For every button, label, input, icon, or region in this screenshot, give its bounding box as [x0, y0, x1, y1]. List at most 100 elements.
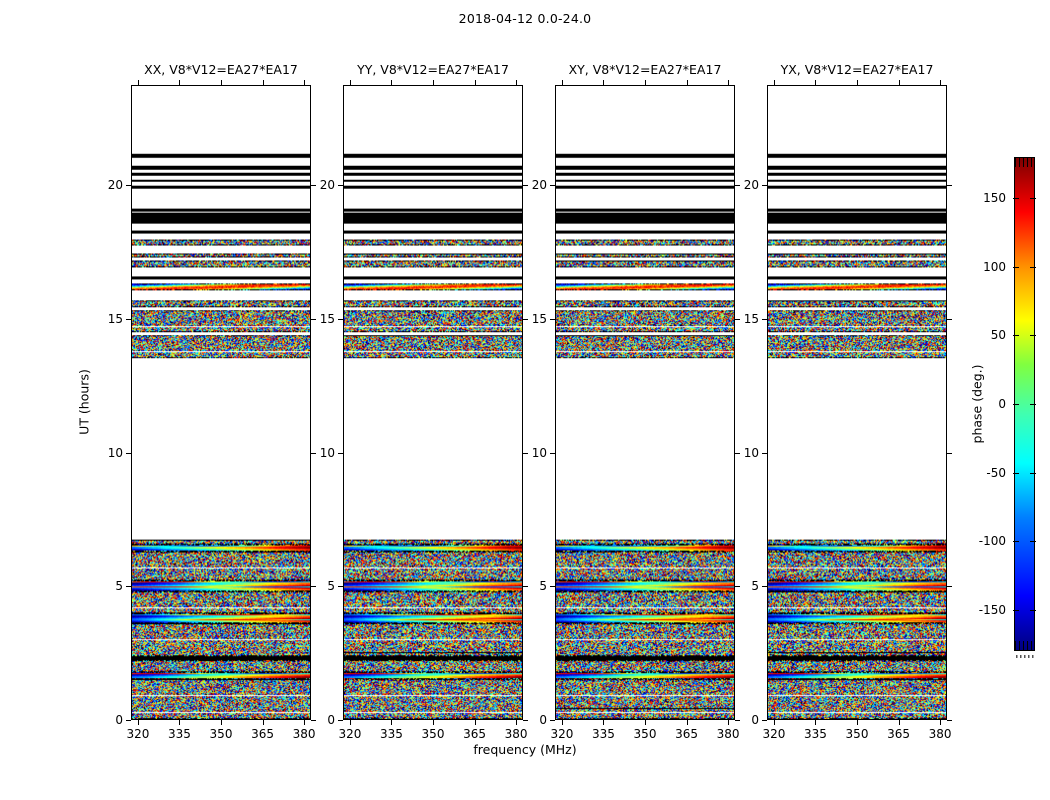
colorbar-tick [1030, 404, 1036, 405]
x-tick [773, 720, 775, 725]
waterfall-image-xx [132, 86, 310, 719]
x-tick-label: 350 [845, 727, 869, 741]
y-tick-label: 10 [743, 445, 759, 460]
y-tick-label: 15 [743, 311, 759, 326]
panel-title-xy: XY, V8*V12=EA27*EA17 [568, 62, 722, 77]
x-tick-label: 365 [251, 727, 274, 741]
y-tick [338, 720, 343, 721]
y-tick [523, 452, 528, 454]
colorbar-tick [1013, 335, 1019, 337]
colorbar-tick-label: -100 [978, 534, 1006, 549]
panel-xx[interactable]: XX, V8*V12=EA27*EA17 0 5 10 15 20 320 335 350 36… [108, 62, 316, 741]
y-tick-label: 10 [319, 445, 335, 460]
x-tick [474, 720, 476, 725]
plot-frame-xx [131, 85, 311, 720]
x-tick [773, 80, 775, 85]
x-tick [137, 80, 139, 85]
y-tick [762, 586, 767, 588]
y-tick-label: 5 [751, 579, 759, 594]
panel-yx[interactable]: YX, V8*V12=EA27*EA17 0 5 10 15 20 320 335 350 36… [744, 62, 952, 741]
y-tick-label: 20 [531, 178, 547, 193]
y-tick [735, 185, 740, 187]
x-tick [686, 720, 688, 725]
colorbar-tick-label: -150 [978, 602, 1006, 617]
x-tick [349, 720, 351, 725]
x-tick [603, 720, 605, 725]
y-tick [126, 185, 131, 187]
x-tick [603, 80, 605, 85]
x-tick [728, 80, 730, 85]
y-tick [338, 318, 343, 320]
x-tick-label: 380 [292, 727, 316, 741]
y-tick [523, 185, 528, 187]
colorbar-axis-label: phase (deg.) [969, 364, 985, 444]
y-tick [338, 586, 343, 588]
x-tick [815, 720, 817, 725]
panel-xy[interactable]: XY, V8*V12=EA27*EA17 0 5 10 15 20 320 335 350 36… [532, 62, 740, 741]
colorbar-tick [1013, 472, 1019, 474]
x-tick [391, 720, 393, 725]
x-tick-label: 335 [380, 727, 403, 741]
x-tick [221, 80, 222, 85]
x-tick [645, 80, 646, 85]
panel-yy[interactable]: YY, V8*V12=EA27*EA17 0 5 10 15 20 320 335 350 36… [320, 62, 528, 741]
colorbar-tick-label: 50 [990, 328, 1006, 343]
y-tick [523, 720, 528, 721]
x-tick-label: 380 [928, 727, 952, 741]
y-tick-label: 10 [107, 445, 123, 460]
y-tick [947, 452, 952, 454]
x-tick-label: 365 [887, 727, 910, 741]
y-tick-label: 5 [327, 579, 335, 594]
x-tick-label: 350 [209, 727, 233, 741]
colorbar-tick-label: 100 [983, 259, 1006, 274]
y-tick [947, 185, 952, 187]
colorbar-tick [1013, 541, 1019, 543]
x-tick-label: 320 [762, 727, 786, 741]
colorbar[interactable]: -150 -100 -50 0 50 100 150 [979, 157, 1036, 651]
colorbar-tick [1030, 266, 1036, 268]
y-tick [947, 318, 952, 320]
y-tick [550, 185, 555, 187]
panel-title-yx: YX, V8*V12=EA27*EA17 [780, 62, 934, 77]
y-tick-label: 20 [107, 178, 123, 193]
colorbar-tick [1013, 198, 1019, 200]
x-tick [221, 720, 222, 725]
x-tick-label: 380 [716, 727, 740, 741]
y-tick [311, 720, 316, 721]
x-tick [179, 720, 181, 725]
x-tick [262, 720, 264, 725]
y-tick-label: 15 [531, 311, 547, 326]
x-tick [645, 720, 646, 725]
y-tick-label: 0 [115, 713, 123, 727]
y-tick [762, 452, 767, 454]
x-tick [137, 720, 139, 725]
y-tick [311, 586, 316, 588]
y-tick [947, 586, 952, 588]
panel-title-yy: YY, V8*V12=EA27*EA17 [357, 62, 509, 77]
y-tick-label: 0 [539, 713, 547, 727]
y-tick [126, 586, 131, 588]
colorbar-tick [1030, 541, 1036, 543]
colorbar-under-hatch [1015, 641, 1034, 650]
y-tick [550, 452, 555, 454]
x-tick-label: 320 [550, 727, 574, 741]
y-tick [735, 586, 740, 588]
x-tick-label: 335 [168, 727, 191, 741]
panel-title-xx: XX, V8*V12=EA27*EA17 [144, 62, 298, 77]
y-tick-label: 20 [743, 178, 759, 193]
y-tick-label: 15 [319, 311, 335, 326]
x-tick [304, 720, 306, 725]
y-tick [523, 318, 528, 320]
y-tick [523, 586, 528, 588]
x-tick [940, 720, 942, 725]
plot-frame-yy [343, 85, 523, 720]
y-tick [735, 318, 740, 320]
y-tick [338, 185, 343, 187]
x-tick-label: 365 [675, 727, 698, 741]
y-tick [550, 720, 555, 721]
colorbar-tick [1030, 335, 1036, 337]
x-tick-label: 350 [421, 727, 445, 741]
y-tick-label: 10 [531, 445, 547, 460]
y-tick [311, 185, 316, 187]
